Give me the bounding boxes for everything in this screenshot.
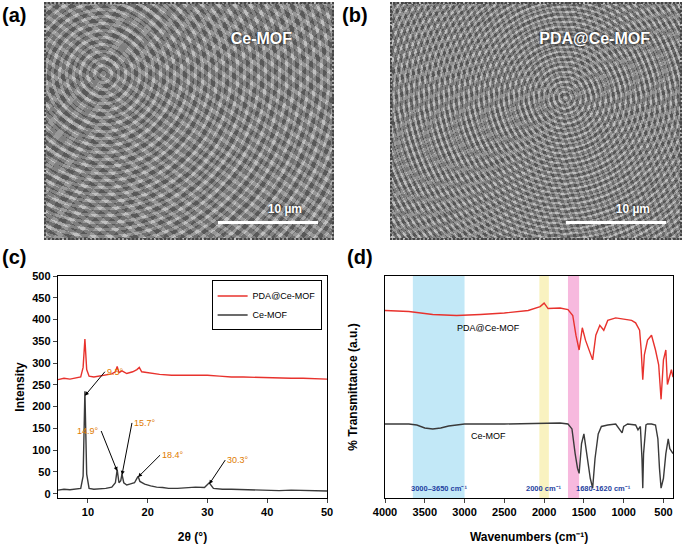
svg-text:2500: 2500 bbox=[492, 506, 516, 518]
svg-text:3000: 3000 bbox=[452, 506, 476, 518]
svg-text:PDA@Ce-MOF: PDA@Ce-MOF bbox=[457, 323, 520, 333]
svg-text:450: 450 bbox=[32, 292, 50, 304]
svg-text:30: 30 bbox=[201, 506, 213, 518]
svg-text:9.5°: 9.5° bbox=[107, 367, 124, 377]
svg-text:40: 40 bbox=[261, 506, 273, 518]
html-text:Ce-MOF: Ce-MOF bbox=[230, 30, 292, 47]
html-text:PDA@Ce-MOF: PDA@Ce-MOF bbox=[539, 30, 650, 47]
svg-text:3500: 3500 bbox=[413, 506, 437, 518]
html-text:(d): (d) bbox=[347, 246, 373, 268]
svg-text:350: 350 bbox=[32, 335, 50, 347]
svg-text:1680-1620 cm⁻¹: 1680-1620 cm⁻¹ bbox=[576, 484, 631, 493]
svg-text:50: 50 bbox=[38, 466, 50, 478]
svg-text:4000: 4000 bbox=[373, 506, 397, 518]
svg-text:150: 150 bbox=[32, 422, 50, 434]
svg-text:Ce-MOF: Ce-MOF bbox=[253, 310, 288, 320]
svg-text:14.9°: 14.9° bbox=[77, 426, 99, 436]
svg-text:500: 500 bbox=[654, 506, 672, 518]
html-text:10 µm: 10 µm bbox=[615, 202, 650, 216]
svg-text:500: 500 bbox=[32, 270, 50, 282]
svg-text:0: 0 bbox=[44, 488, 50, 500]
html-text:10 µm: 10 µm bbox=[267, 202, 302, 216]
svg-text:100: 100 bbox=[32, 444, 50, 456]
svg-text:2θ (°): 2θ (°) bbox=[178, 530, 207, 544]
svg-text:% Transmittance (a.u.): % Transmittance (a.u.) bbox=[346, 323, 360, 450]
svg-text:20: 20 bbox=[142, 506, 154, 518]
svg-text:3000–3650 cm⁻¹: 3000–3650 cm⁻¹ bbox=[411, 484, 467, 493]
svg-text:30.3°: 30.3° bbox=[227, 455, 249, 465]
svg-text:Intensity: Intensity bbox=[13, 362, 27, 412]
svg-text:300: 300 bbox=[32, 357, 50, 369]
svg-text:15.7°: 15.7° bbox=[134, 418, 156, 428]
svg-text:1000: 1000 bbox=[611, 506, 635, 518]
svg-text:10: 10 bbox=[82, 506, 94, 518]
html-text:(c): (c) bbox=[2, 246, 27, 268]
svg-text:2000 cm⁻¹: 2000 cm⁻¹ bbox=[526, 484, 562, 493]
svg-text:400: 400 bbox=[32, 313, 50, 325]
svg-text:1500: 1500 bbox=[572, 506, 596, 518]
html-text:(b): (b) bbox=[342, 4, 368, 26]
svg-text:18.4°: 18.4° bbox=[162, 450, 184, 460]
svg-text:Ce-MOF: Ce-MOF bbox=[471, 431, 506, 441]
svg-text:50: 50 bbox=[321, 506, 333, 518]
svg-text:Wavenumbers (cm⁻¹): Wavenumbers (cm⁻¹) bbox=[470, 530, 588, 544]
svg-text:2000: 2000 bbox=[532, 506, 556, 518]
svg-text:PDA@Ce-MOF: PDA@Ce-MOF bbox=[253, 291, 316, 301]
svg-text:200: 200 bbox=[32, 400, 50, 412]
html-text:(a): (a) bbox=[2, 4, 27, 26]
svg-text:250: 250 bbox=[32, 379, 50, 391]
